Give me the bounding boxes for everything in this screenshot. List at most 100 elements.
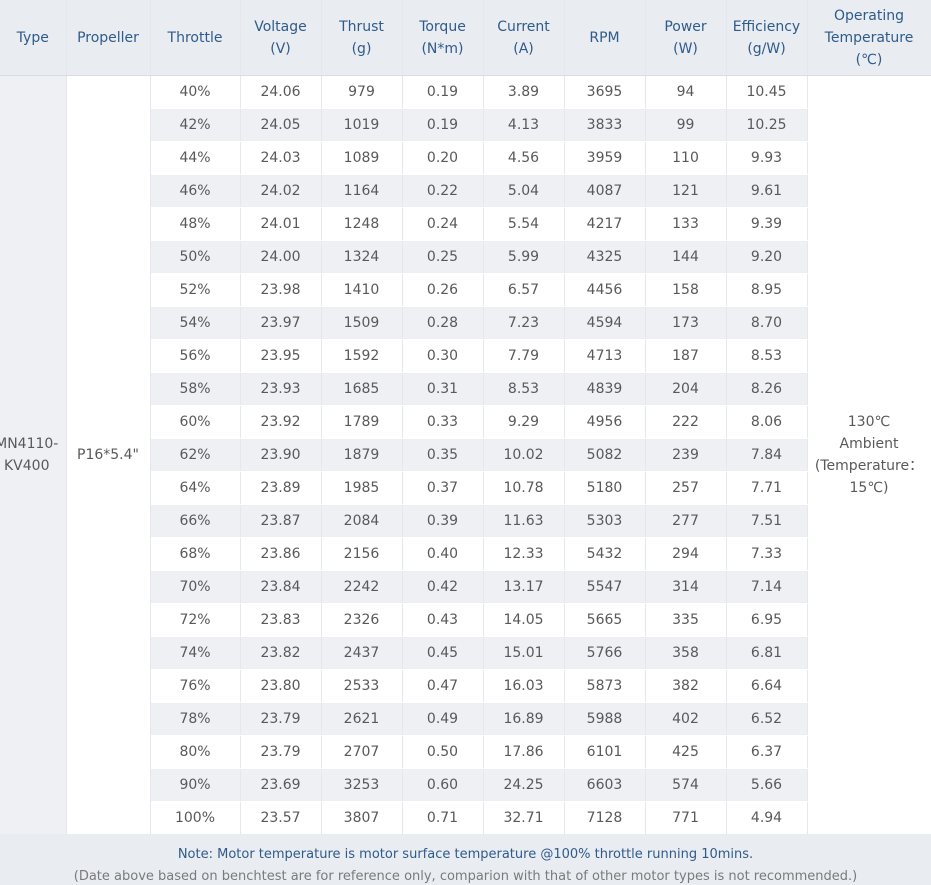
header-efficiency: Efficiency (g/W) — [726, 0, 808, 76]
power-cell: 173 — [645, 306, 727, 340]
table-row: 100% 23.57 3807 0.71 32.71 7128 771 4.94 — [0, 801, 931, 835]
efficiency-cell: 6.64 — [726, 669, 808, 703]
throttle-cell: 46% — [150, 174, 241, 208]
table-row: 52% 23.98 1410 0.26 6.57 4456 158 8.95 — [0, 273, 931, 307]
efficiency-cell: 9.93 — [726, 141, 808, 175]
rpm-cell: 4325 — [564, 240, 646, 274]
header-current-line: Current — [497, 18, 550, 35]
header-torque-line: Torque — [419, 18, 466, 35]
torque-cell: 0.19 — [402, 108, 484, 142]
rpm-cell: 5665 — [564, 603, 646, 637]
torque-cell: 0.37 — [402, 471, 484, 505]
rpm-cell: 3959 — [564, 141, 646, 175]
power-cell: 277 — [645, 504, 727, 538]
throttle-cell: 42% — [150, 108, 241, 142]
thrust-cell: 2084 — [321, 504, 403, 538]
torque-cell: 0.25 — [402, 240, 484, 274]
header-efficiency-line: Efficiency — [732, 18, 801, 35]
power-cell: 158 — [645, 273, 727, 307]
rpm-cell: 7128 — [564, 801, 646, 835]
power-cell: 314 — [645, 570, 727, 604]
header-type-line: Type — [16, 29, 49, 46]
rpm-cell: 4956 — [564, 405, 646, 439]
thrust-cell: 1685 — [321, 372, 403, 406]
throttle-cell: 90% — [150, 768, 241, 802]
thrust-cell: 2621 — [321, 702, 403, 736]
voltage-cell: 23.80 — [240, 669, 322, 703]
torque-cell: 0.39 — [402, 504, 484, 538]
power-cell: 121 — [645, 174, 727, 208]
torque-cell: 0.49 — [402, 702, 484, 736]
voltage-cell: 23.79 — [240, 702, 322, 736]
throttle-cell: 54% — [150, 306, 241, 340]
efficiency-cell: 8.70 — [726, 306, 808, 340]
current-cell: 16.03 — [483, 669, 565, 703]
thrust-cell: 2326 — [321, 603, 403, 637]
voltage-cell: 23.84 — [240, 570, 322, 604]
header-power: Power (W) — [645, 0, 727, 76]
torque-cell: 0.45 — [402, 636, 484, 670]
efficiency-cell: 7.14 — [726, 570, 808, 604]
voltage-cell: 24.00 — [240, 240, 322, 274]
header-propeller: Propeller — [66, 0, 151, 76]
table-row: 44% 24.03 1089 0.20 4.56 3959 110 9.93 — [0, 141, 931, 175]
table-body: MN4110- KV400 P16*5.4" 40% 24.06 979 0.19 3.89 3… — [0, 75, 931, 835]
throttle-cell: 56% — [150, 339, 241, 373]
torque-cell: 0.20 — [402, 141, 484, 175]
current-cell: 14.05 — [483, 603, 565, 637]
current-cell: 10.78 — [483, 471, 565, 505]
voltage-cell: 23.97 — [240, 306, 322, 340]
current-cell: 16.89 — [483, 702, 565, 736]
throttle-cell: 48% — [150, 207, 241, 241]
thrust-cell: 3253 — [321, 768, 403, 802]
table-row: 50% 24.00 1324 0.25 5.99 4325 144 9.20 — [0, 240, 931, 274]
rpm-cell: 4839 — [564, 372, 646, 406]
table-row: 74% 23.82 2437 0.45 15.01 5766 358 6.81 — [0, 636, 931, 670]
header-throttle: Throttle — [150, 0, 241, 76]
rpm-cell: 5988 — [564, 702, 646, 736]
table-row: 76% 23.80 2533 0.47 16.03 5873 382 6.64 — [0, 669, 931, 703]
table-row: 72% 23.83 2326 0.43 14.05 5665 335 6.95 — [0, 603, 931, 637]
table-row: 58% 23.93 1685 0.31 8.53 4839 204 8.26 — [0, 372, 931, 406]
current-cell: 5.04 — [483, 174, 565, 208]
thrust-cell: 1410 — [321, 273, 403, 307]
rpm-cell: 4594 — [564, 306, 646, 340]
temperature-line: 130℃ — [847, 414, 891, 430]
power-cell: 335 — [645, 603, 727, 637]
efficiency-cell: 7.71 — [726, 471, 808, 505]
header-thrust-line: (g) — [351, 40, 372, 57]
power-cell: 382 — [645, 669, 727, 703]
table-row: 56% 23.95 1592 0.30 7.79 4713 187 8.53 — [0, 339, 931, 373]
torque-cell: 0.40 — [402, 537, 484, 571]
current-cell: 11.63 — [483, 504, 565, 538]
throttle-cell: 70% — [150, 570, 241, 604]
current-cell: 24.25 — [483, 768, 565, 802]
power-cell: 110 — [645, 141, 727, 175]
thrust-cell: 1879 — [321, 438, 403, 472]
efficiency-cell: 8.26 — [726, 372, 808, 406]
efficiency-cell: 9.20 — [726, 240, 808, 274]
thrust-cell: 1324 — [321, 240, 403, 274]
header-temperature-line: Operating — [834, 7, 904, 24]
thrust-cell: 1019 — [321, 108, 403, 142]
voltage-cell: 23.57 — [240, 801, 322, 835]
thrust-cell: 2242 — [321, 570, 403, 604]
throttle-cell: 50% — [150, 240, 241, 274]
table-row: 42% 24.05 1019 0.19 4.13 3833 99 10.25 — [0, 108, 931, 142]
throttle-cell: 62% — [150, 438, 241, 472]
temperature-line: 15℃) — [849, 480, 889, 496]
power-cell: 239 — [645, 438, 727, 472]
current-cell: 7.79 — [483, 339, 565, 373]
power-cell: 94 — [645, 75, 727, 109]
torque-cell: 0.28 — [402, 306, 484, 340]
throttle-cell: 52% — [150, 273, 241, 307]
header-current: Current (A) — [483, 0, 565, 76]
current-cell: 4.56 — [483, 141, 565, 175]
header-rpm-line: RPM — [589, 29, 620, 46]
motor-test-table: Type Propeller Throttle Voltage (V) Thrust (g)… — [0, 0, 931, 835]
voltage-cell: 23.98 — [240, 273, 322, 307]
power-cell: 204 — [645, 372, 727, 406]
throttle-cell: 68% — [150, 537, 241, 571]
power-cell: 425 — [645, 735, 727, 769]
temperature-cell: 130℃ Ambient (Temperature： 15℃) — [807, 75, 931, 835]
